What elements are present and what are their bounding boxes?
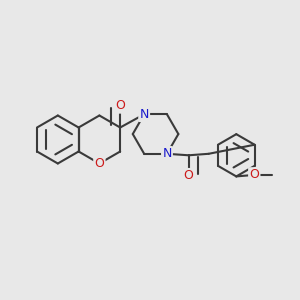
Text: N: N bbox=[140, 108, 149, 121]
Text: O: O bbox=[249, 168, 259, 182]
Text: O: O bbox=[94, 157, 104, 170]
Text: O: O bbox=[184, 169, 194, 182]
Text: N: N bbox=[162, 147, 172, 160]
Text: O: O bbox=[115, 99, 125, 112]
